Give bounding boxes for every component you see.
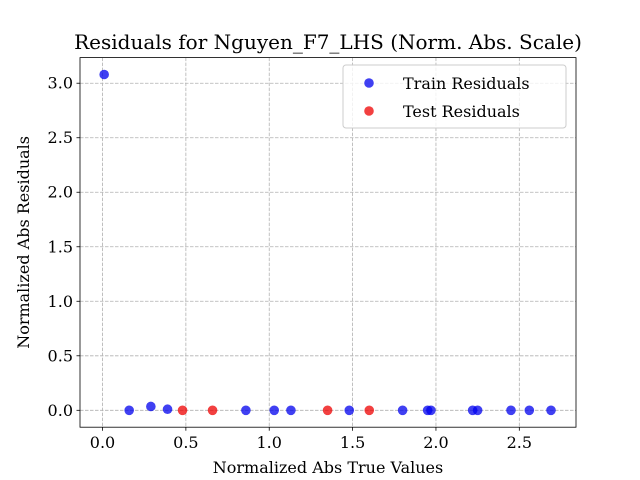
data-points	[99, 69, 556, 416]
legend-marker-train	[364, 78, 374, 88]
train-residual-point	[524, 405, 535, 416]
train-residual-point	[269, 405, 280, 416]
train-residual-point	[344, 405, 355, 416]
legend-label-test: Test Residuals	[403, 102, 520, 121]
train-residual-point	[241, 405, 251, 416]
y-tick-label: 2.0	[48, 183, 73, 202]
test-residual-point	[207, 405, 218, 416]
train-residual-point	[546, 405, 556, 416]
x-tick-label: 1.5	[340, 433, 365, 452]
test-residual-point	[364, 405, 375, 416]
legend-frame	[342, 64, 567, 129]
y-tick-label: 0.5	[48, 346, 73, 365]
test-residual-point	[322, 405, 333, 416]
legend-label-train: Train Residuals	[403, 74, 530, 93]
legend-marker-test	[364, 106, 374, 116]
x-tick-label: 0.5	[173, 433, 198, 452]
y-tick-label: 0.0	[48, 401, 73, 420]
train-residual-point	[426, 405, 436, 416]
train-residual-point	[99, 69, 109, 80]
axis-ticks: 0.0 0.5 1.0 1.5 2.0 2.5 0.0 0.5 1.0 1.5 2.0 2.5 3.0	[48, 74, 532, 452]
test-residual-point	[177, 405, 188, 416]
x-tick-label: 2.0	[423, 433, 448, 452]
y-tick-label: 3.0	[48, 74, 73, 93]
plot-frame	[79, 57, 577, 428]
train-residual-point	[506, 405, 516, 416]
chart-title: Residuals for Nguyen_F7_LHS (Norm. Abs. …	[74, 30, 582, 54]
legend: Train Residuals Test Residuals	[342, 64, 567, 129]
y-tick-label: 1.0	[48, 292, 73, 311]
train-residual-point	[286, 405, 296, 416]
train-residual-point	[124, 405, 134, 416]
train-residual-point	[146, 401, 156, 412]
x-axis-label: Normalized Abs True Values	[213, 458, 443, 477]
train-residual-point	[472, 405, 483, 416]
x-tick-label: 0.0	[90, 433, 115, 452]
x-tick-label: 2.5	[507, 433, 532, 452]
x-tick-label: 1.0	[257, 433, 282, 452]
y-axis-label: Normalized Abs Residuals	[14, 136, 33, 349]
y-tick-label: 2.5	[48, 128, 73, 147]
train-residual-point	[162, 404, 173, 415]
train-residual-point	[397, 405, 408, 416]
y-tick-label: 1.5	[48, 237, 73, 256]
